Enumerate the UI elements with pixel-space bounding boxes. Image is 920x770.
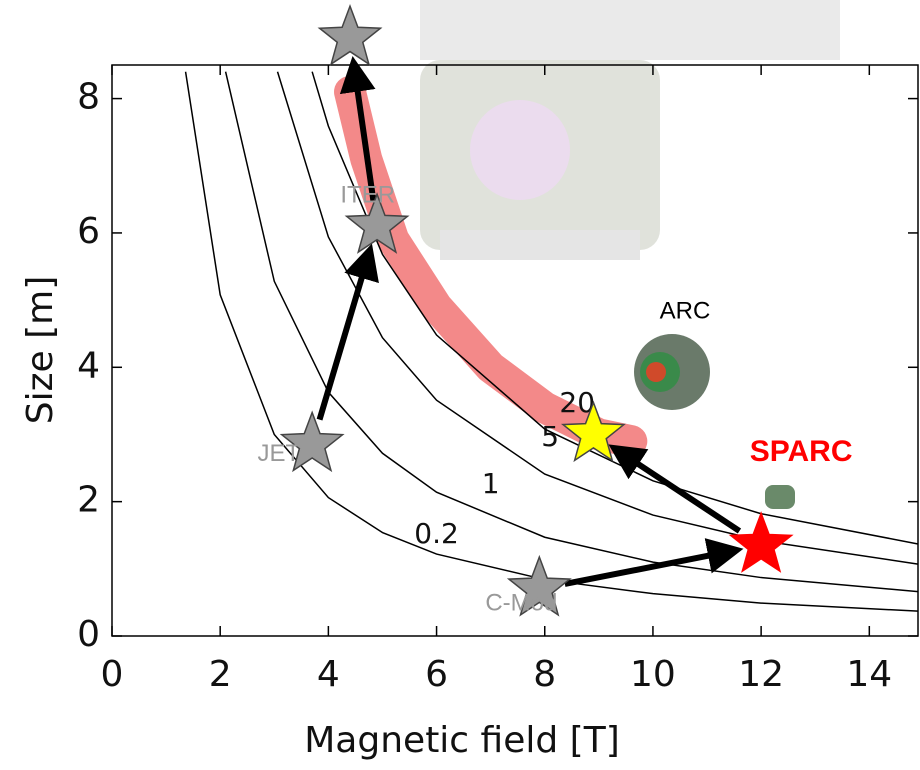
arrow <box>565 551 732 584</box>
y-tick-label: 8 <box>77 77 100 118</box>
point-label: C-Mod <box>485 589 557 616</box>
arrow <box>618 451 739 531</box>
curve-label: 0.2 <box>414 517 459 550</box>
x-tick-label: 6 <box>425 654 448 695</box>
arc-illustration <box>634 334 710 410</box>
y-tick-label: 2 <box>77 480 100 521</box>
x-tick-label: 12 <box>738 654 784 695</box>
star-marker <box>731 513 792 571</box>
x-tick-label: 14 <box>846 654 892 695</box>
sparc-illustration <box>765 485 795 509</box>
x-tick-label: 0 <box>101 654 124 695</box>
point-label: ITER <box>340 182 395 209</box>
y-tick-label: 4 <box>77 345 100 386</box>
curve-label: 5 <box>541 420 559 453</box>
star-marker <box>320 6 381 64</box>
y-axis-label: Size [m] <box>20 276 61 425</box>
y-tick-label: 0 <box>77 614 100 655</box>
curve-label: 1 <box>482 467 500 500</box>
arrow <box>320 255 369 420</box>
x-axis-label: Magnetic field [T] <box>304 720 620 761</box>
annotation: ARC <box>660 297 711 324</box>
x-tick-label: 2 <box>209 654 232 695</box>
point-label: SPARC <box>750 435 853 468</box>
y-tick-label: 6 <box>77 211 100 252</box>
chart: Magnetic field [T] Size [m] 024681012140… <box>0 0 920 770</box>
x-tick-label: 4 <box>317 654 340 695</box>
x-tick-label: 8 <box>533 654 556 695</box>
x-tick-label: 10 <box>630 654 676 695</box>
background-illustration <box>420 0 840 260</box>
point-label: JET <box>257 440 300 467</box>
